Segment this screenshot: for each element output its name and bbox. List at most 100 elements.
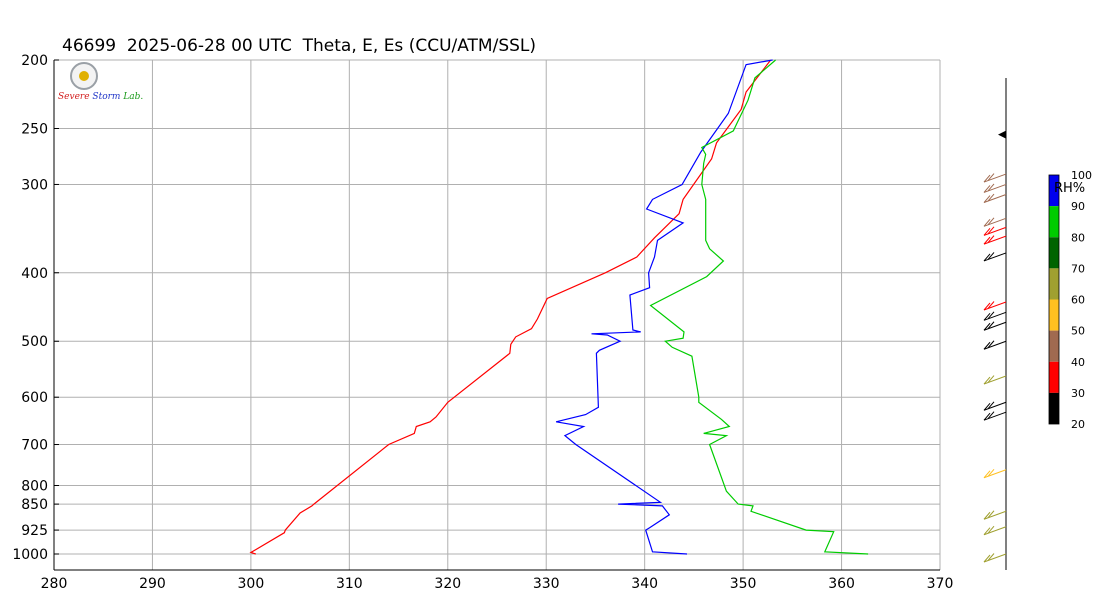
logo-text: Severe Storm Lab.	[58, 92, 144, 102]
y-tick-label: 800	[21, 479, 48, 495]
wind-barb	[983, 468, 1007, 479]
rh-legend-tick-label: 70	[1071, 262, 1085, 275]
wind-barb	[983, 193, 1007, 203]
rh-legend-band	[1049, 299, 1059, 331]
x-tick-label: 320	[434, 576, 461, 592]
rh-legend-tick-label: 50	[1071, 325, 1085, 338]
wind-barb-staff	[983, 194, 1007, 203]
rh-legend-band	[1049, 392, 1059, 424]
wind-barb	[983, 252, 1007, 262]
wind-barb-feather	[987, 301, 995, 309]
wind-barb-feather	[987, 553, 995, 561]
wind-barb-feather	[983, 412, 991, 421]
lab-logo: Severe Storm Lab.	[58, 60, 143, 108]
rh-legend-band	[1049, 206, 1059, 238]
y-tick-label: 400	[21, 266, 48, 282]
wind-barb	[983, 553, 1007, 563]
rh-legend-tick-label: 80	[1071, 231, 1085, 244]
wind-barb	[983, 217, 1007, 227]
wind-barb-feather	[987, 252, 995, 260]
wind-barb-feather	[987, 321, 995, 330]
x-tick-label: 310	[336, 576, 363, 592]
wind-barb-feather	[987, 311, 995, 320]
rh-legend-label: RH%	[1054, 181, 1085, 196]
wind-barb-column	[983, 78, 1007, 570]
wind-barb-staff	[983, 217, 1007, 227]
wind-barb-staff	[983, 311, 1007, 321]
chart-title: 46699 2025-06-28 00 UTC Theta, E, Es (CC…	[62, 36, 537, 56]
axes: 280 290 300 310 320 330 340 350 360 370 200 250 300 4…	[12, 53, 953, 592]
wind-barb-feather	[983, 302, 991, 311]
wind-barb-staff	[983, 510, 1007, 520]
rh-legend-tick-label: 30	[1071, 387, 1085, 400]
wind-barb	[983, 301, 1007, 311]
wind-barb-feather	[987, 401, 995, 410]
wind-barb	[983, 375, 1007, 385]
wind-barb-staff	[983, 252, 1007, 262]
green-series-line	[649, 59, 869, 555]
data-series	[249, 59, 869, 555]
y-tick-label: 1000	[12, 547, 48, 563]
rh-legend-band	[1049, 268, 1059, 300]
wind-barb	[983, 340, 1007, 350]
wind-barb-staff	[983, 301, 1007, 311]
rh-legend-tick-label: 100	[1071, 169, 1092, 182]
wind-barb-staff	[983, 526, 1007, 536]
wind-barb	[983, 173, 1007, 183]
y-tick-label: 850	[21, 497, 48, 513]
wind-barb-feather	[983, 218, 991, 227]
wind-barb	[983, 525, 1007, 536]
wind-barb-feather	[983, 470, 991, 479]
wind-barb-feather	[983, 554, 991, 563]
wind-barb-feather	[987, 340, 995, 349]
wind-barb-feather	[987, 235, 995, 243]
rh-legend-frame	[1048, 174, 1060, 425]
wind-barb-feather	[987, 375, 995, 383]
wind-barb-feather	[987, 183, 995, 192]
wind-barb-feather	[987, 510, 995, 519]
rh-legend-band	[1049, 237, 1059, 269]
wind-barb-flag	[998, 130, 1006, 139]
wind-barb-feather	[983, 376, 991, 385]
rh-legend-band	[1049, 175, 1059, 207]
wind-barb	[983, 311, 1007, 321]
rh-legend: 100 90 80 70 60 50 40 30 20 RH%	[1048, 169, 1092, 431]
wind-barb-feather	[987, 193, 995, 202]
y-tick-label: 500	[21, 334, 48, 350]
x-tick-label: 350	[730, 576, 757, 592]
rh-legend-tick-label: 60	[1071, 294, 1085, 307]
wind-barb-staff	[983, 226, 1007, 236]
wind-barb	[983, 226, 1007, 236]
wind-barb-feather	[987, 217, 995, 226]
wind-barb-feather	[983, 228, 991, 236]
wind-barb	[983, 510, 1007, 520]
wind-barb-feather	[983, 402, 991, 411]
rh-legend-band	[1049, 330, 1059, 362]
x-tick-label: 290	[139, 576, 166, 592]
x-tick-label: 280	[41, 576, 68, 592]
wind-barb-staff	[983, 321, 1007, 331]
wind-barb	[983, 411, 1007, 421]
y-tick-label: 250	[21, 121, 48, 137]
wind-barb	[983, 321, 1007, 331]
wind-barb-feather	[983, 185, 991, 193]
wind-barb-staff	[983, 340, 1007, 350]
wind-barb	[983, 401, 1007, 411]
rh-legend-tick-label: 40	[1071, 356, 1085, 369]
red-series-line	[249, 59, 772, 555]
y-tick-label: 600	[21, 390, 48, 406]
y-tick-label: 200	[21, 53, 48, 69]
wind-barb	[983, 235, 1007, 245]
y-tick-label: 300	[21, 177, 48, 193]
wind-barb-staff	[983, 183, 1007, 193]
wind-barb-staff	[983, 401, 1007, 411]
wind-barb-staff	[983, 173, 1007, 183]
rh-legend-tick-label: 20	[1071, 418, 1085, 431]
wind-barb-feather	[983, 174, 991, 183]
rh-legend-band	[1049, 361, 1059, 393]
wind-barb-feather	[983, 312, 991, 321]
wind-barb-staff	[983, 469, 1007, 479]
university-seal-icon	[70, 62, 98, 90]
y-tick-label: 925	[21, 523, 48, 539]
